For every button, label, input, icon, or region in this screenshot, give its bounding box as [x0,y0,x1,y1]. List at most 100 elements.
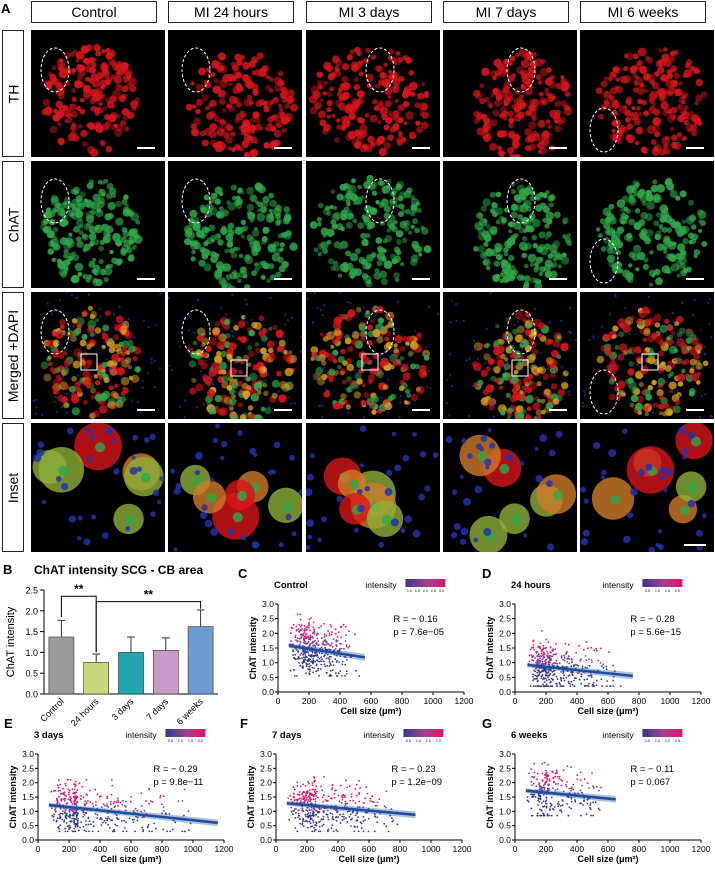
scatter-point [69,820,71,822]
scatter-point [563,674,565,676]
scatter-point [396,823,398,825]
scatter-point [61,819,63,821]
scatter-point [531,776,533,778]
scatter-point [555,783,557,785]
scatter-point [538,653,540,655]
scatter-point [537,804,539,806]
scatter-point [612,680,614,682]
micrograph-image [306,423,440,552]
scatter-point [568,681,570,683]
scatter-point [326,635,328,637]
scatter-point [554,806,556,808]
scatter-point [326,665,328,667]
scatter-point [543,806,545,808]
scatter-point [539,815,541,817]
scatter-point [331,631,333,633]
x-tick-label: 200 [300,844,314,854]
scatter-point [298,813,300,815]
scatter-point [107,824,109,826]
scatter-point [65,785,67,787]
scatter-point [295,626,297,628]
scatter-point [288,819,290,821]
scatter-point [569,806,571,808]
scatter-point [56,799,58,801]
scatter-point [97,814,99,816]
scatter-point [329,663,331,665]
scatter-point [541,788,543,790]
scatter-point [324,666,326,668]
scatter-point [162,829,164,831]
scatter-point [312,642,314,644]
scatter-point [333,638,335,640]
scatter-point [345,640,347,642]
scatter-point [307,812,309,814]
scatter-point [95,804,97,806]
scatter-point [74,800,76,802]
scatter-point [314,661,316,663]
scatter-point [310,815,312,817]
scatter-point [79,782,81,784]
scatter-point [327,630,329,632]
scatter-point [294,808,296,810]
scatter-point [547,764,549,766]
scatter-point [160,795,162,797]
scatter-point [300,800,302,802]
scatter-point [306,799,308,801]
scatter-point [557,776,559,778]
scatter-point [85,820,87,822]
column-header-mi-6-weeks: MI 6 weeks [580,1,706,23]
scatter-point [340,636,342,638]
scatter-point [69,796,71,798]
scatter-point [301,624,303,626]
scatter-point [534,657,536,659]
micrograph-th-control [31,30,165,157]
scatter-point [541,810,543,812]
scatter-point [540,797,542,799]
scatter-point [545,801,547,803]
scatter-point [305,634,307,636]
scatter-point [339,800,341,802]
scatter-point [325,644,327,646]
scatter-point [70,800,72,802]
scatter-point [74,828,76,830]
scatter-point [541,653,543,655]
scatter-point [294,817,296,819]
scatter-point [310,617,312,619]
scatter-point [537,813,539,815]
scatter-point [178,800,180,802]
stat-r: R = − 0.16 [393,614,437,625]
scatter-point [324,636,326,638]
scatter-point [307,817,309,819]
scatter-point [310,643,312,645]
scatter-point [337,636,339,638]
scatter-point [312,785,314,787]
column-header-control: Control [31,1,157,23]
scatter-point [291,627,293,629]
scatter-point [96,817,98,819]
x-tick-label: 1000 [661,844,680,854]
scatter-point [565,677,567,679]
scatter-point [302,662,304,664]
x-tick-label: 800 [632,844,646,854]
scatter-point [349,816,351,818]
scatter-point [320,668,322,670]
scatter-point [144,810,146,812]
scatter-point [303,633,305,635]
scatter-point [541,802,543,804]
scatter-point [305,820,307,822]
scatter-point [569,658,571,660]
micrograph-image [168,292,302,419]
scatter-point [297,637,299,639]
micrograph-image [443,30,577,157]
scatter-point [580,658,582,660]
scatter-point [315,798,317,800]
stat-p: p = 7.6e−05 [393,627,444,638]
scatter-point [83,796,85,798]
y-tick-label: 0.5 [22,821,34,831]
bar-chart-b-svg: ChAT intensity SCG - CB area0.00.51.01.5… [0,560,232,744]
scatter-point [552,671,554,673]
y-tick-label: 0.0 [260,835,272,845]
scatter-point [364,819,366,821]
x-tick-label: 1200 [455,696,474,706]
